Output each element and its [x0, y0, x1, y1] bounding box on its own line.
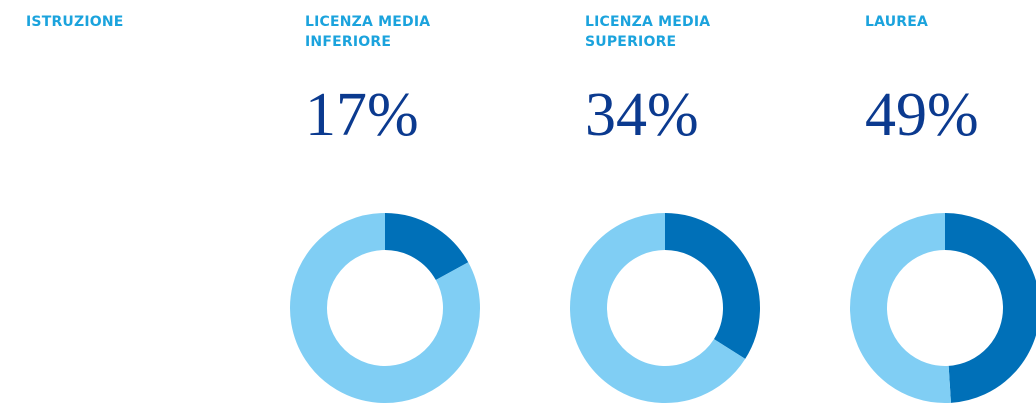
- value-label: 34%: [585, 81, 699, 149]
- donut-segment: [850, 213, 951, 403]
- donut-segment: [664, 213, 760, 359]
- value-label: 49%: [865, 81, 979, 149]
- donut-segment: [290, 213, 480, 403]
- section-title: ISTRUZIONE: [26, 14, 124, 30]
- chart-title: LAUREA: [865, 14, 929, 30]
- donut-segment: [384, 213, 469, 281]
- donut-segment: [570, 213, 746, 403]
- donut-segment: [944, 213, 1036, 403]
- value-label: 17%: [305, 81, 419, 149]
- chart-title: LICENZA MEDIA SUPERIORE: [585, 14, 711, 50]
- chart-title: LICENZA MEDIA INFERIORE: [305, 14, 431, 50]
